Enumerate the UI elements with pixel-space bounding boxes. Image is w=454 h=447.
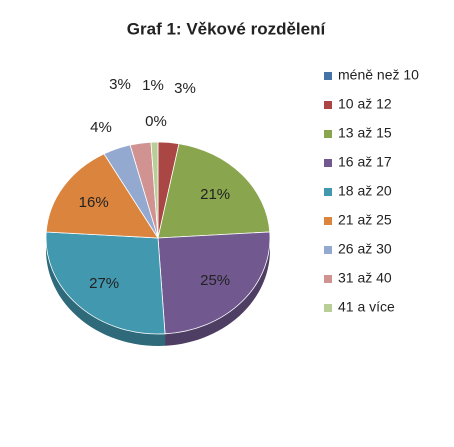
data-label: 25%: [200, 272, 230, 289]
legend-marker: [324, 304, 332, 312]
legend-label: 31 až 40: [338, 270, 392, 286]
legend-label: 16 až 17: [338, 154, 392, 170]
slice-side: [165, 238, 270, 346]
slice: [45, 231, 166, 335]
legend-label: 10 až 12: [338, 96, 392, 112]
data-label: 16%: [79, 194, 109, 211]
data-label: 3%: [174, 80, 196, 97]
legend-marker: [324, 217, 332, 225]
data-label: 4%: [90, 119, 112, 136]
legend-label: 26 až 30: [338, 241, 392, 257]
data-label: 21%: [200, 186, 230, 203]
legend-marker: [324, 275, 332, 283]
legend-label: 18 až 20: [338, 183, 392, 199]
data-label: 27%: [89, 275, 119, 292]
legend-label: 41 a více: [338, 299, 395, 315]
chart-title: Graf 1: Věkové rozdělení: [127, 19, 327, 38]
legend-marker: [324, 159, 332, 167]
slice: [157, 231, 271, 335]
legend-label: méně než 10: [338, 67, 419, 83]
slice: [45, 153, 159, 239]
legend-label: 13 až 15: [338, 125, 392, 141]
legend-marker: [324, 101, 332, 109]
data-label: 0%: [145, 113, 167, 130]
slice: [150, 141, 159, 239]
slice: [157, 143, 271, 239]
data-label: 3%: [109, 76, 131, 93]
legend-marker: [324, 188, 332, 196]
legend-marker: [324, 130, 332, 138]
legend-label: 21 až 25: [338, 212, 392, 228]
slice-side: [46, 238, 166, 346]
legend-marker: [324, 72, 332, 80]
legend-marker: [324, 246, 332, 254]
data-label: 1%: [142, 77, 164, 94]
